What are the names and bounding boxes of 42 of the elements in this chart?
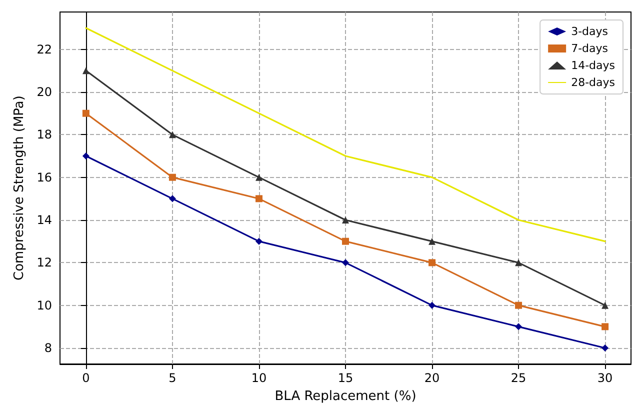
x-axis-title: BLA Replacement (%) (274, 389, 416, 404)
point (602, 323, 609, 330)
y-tick-label: 18 (36, 128, 52, 142)
y-tick-label: 20 (36, 85, 52, 99)
point (255, 195, 262, 202)
legend-label: 7-days (571, 42, 608, 55)
y-tick-label: 16 (36, 170, 52, 184)
point (342, 216, 349, 224)
x-tick-label: 5 (168, 371, 176, 385)
point (515, 302, 522, 309)
legend-label: 3-days (571, 25, 608, 38)
point (82, 110, 90, 117)
point (428, 238, 436, 245)
point (515, 259, 522, 266)
point (168, 195, 176, 202)
point (602, 344, 609, 352)
point (82, 67, 90, 74)
legend-label: 14-days (571, 59, 616, 72)
y-tick-label: 14 (36, 213, 52, 227)
point (342, 238, 349, 245)
x-tick-label: 20 (424, 371, 440, 385)
point (255, 174, 262, 181)
y-tick-label: 12 (36, 256, 52, 270)
y-tick-label: 8 (44, 341, 52, 355)
x-tick-label: 0 (82, 371, 90, 385)
point (428, 259, 436, 266)
y-tick-label: 10 (36, 298, 52, 312)
x-tick-label: 10 (251, 371, 267, 385)
legend-label: 28-days (571, 76, 616, 89)
point (602, 302, 609, 309)
point (515, 323, 522, 330)
point (428, 302, 436, 309)
point (168, 174, 176, 181)
point (342, 259, 349, 266)
x-tick-label: 30 (597, 371, 613, 385)
y-axis-title: Compressive Strength (MPa) (12, 96, 27, 280)
point (82, 152, 90, 160)
y-tick-label: 22 (36, 42, 52, 56)
x-tick-label: 25 (510, 371, 526, 385)
point (168, 131, 176, 138)
x-tick-label: 15 (338, 371, 354, 385)
point (255, 238, 262, 245)
